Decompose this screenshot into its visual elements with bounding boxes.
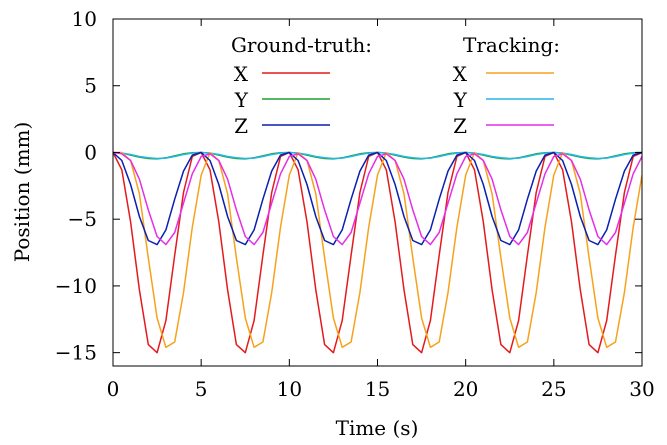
x-tick-label: 30 [629, 377, 654, 401]
y-tick-label: −5 [68, 207, 97, 231]
legend-title-tracking: Tracking: [463, 33, 560, 57]
y-axis-label: Position (mm) [10, 122, 34, 263]
x-axis-label: Time (s) [336, 416, 419, 440]
x-tick-label: 5 [195, 377, 208, 401]
series-line-ground-truth-x [113, 151, 642, 354]
x-tick-label: 0 [107, 377, 120, 401]
y-tick-label: −15 [55, 341, 97, 365]
legend: Ground-truth: Tracking: X Y Z X Y Z [231, 33, 560, 138]
legend-label-ground-truth-y: Y [234, 88, 249, 112]
y-tick-label: 10 [72, 7, 97, 31]
legend-label-tracking-y: Y [453, 88, 468, 112]
series-line-ground-truth-z [113, 151, 642, 246]
y-tick-label: 0 [84, 140, 97, 164]
series-line-tracking-z [113, 151, 642, 246]
x-tick-label: 15 [365, 377, 390, 401]
legend-title-ground-truth: Ground-truth: [231, 33, 372, 57]
tick-layer: 0 5 10 15 20 25 30 10 5 0 −5 −10 −15 [55, 7, 655, 401]
legend-label-ground-truth-z: Z [234, 114, 248, 138]
y-tick-label: 5 [84, 74, 97, 98]
x-tick-label: 10 [277, 377, 302, 401]
legend-label-ground-truth-x: X [234, 62, 249, 86]
plot-frame [112, 18, 643, 367]
legend-label-tracking-x: X [453, 62, 468, 86]
x-tick-label: 25 [541, 377, 566, 401]
y-tick-label: −10 [55, 274, 97, 298]
legend-label-tracking-z: Z [453, 114, 467, 138]
series-layer [113, 151, 642, 354]
series-line-tracking-x [113, 151, 642, 349]
x-tick-label: 20 [453, 377, 478, 401]
